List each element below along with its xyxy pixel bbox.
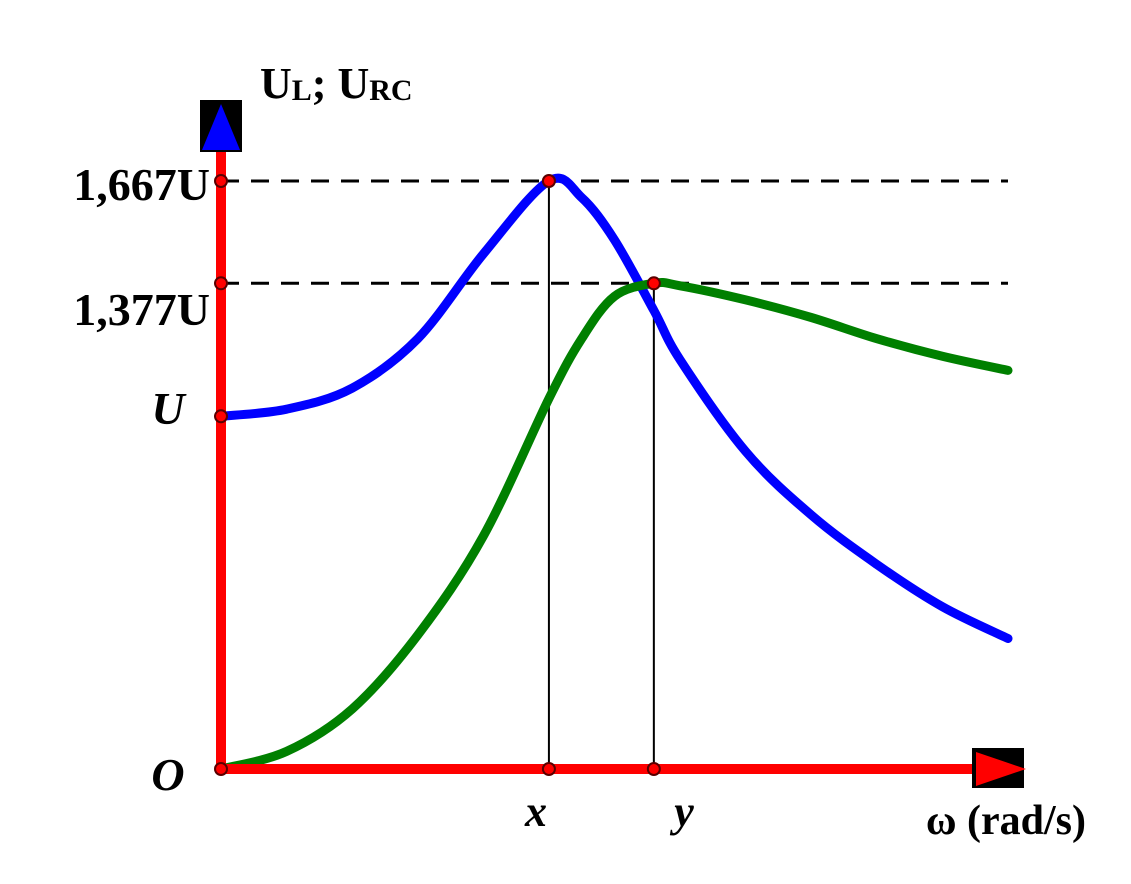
x-tick-marker-2 (646, 762, 661, 776)
y-tick-label-peak-green: 1,377U (73, 284, 210, 335)
x-tick-label-y: y (669, 787, 694, 836)
series-layer (216, 173, 1013, 774)
drop-lines (547, 181, 655, 769)
x-tick-marker-1 (541, 762, 556, 776)
y-axis-label: UL; URC (260, 59, 413, 108)
y-tick-label-peak-blue: 1,667U (73, 159, 210, 210)
origin-marker (214, 762, 228, 776)
y-tick-label-u: U (151, 383, 187, 434)
series-line-blue (216, 173, 1013, 643)
origin-label: O (151, 749, 184, 800)
x-axis-label: ω (rad/s) (926, 798, 1086, 844)
reference-lines (221, 179, 1008, 285)
peak-marker-2 (646, 276, 661, 291)
y-tick-marker-3 (214, 409, 228, 424)
markers (214, 174, 661, 776)
peak-marker-1 (541, 174, 556, 188)
x-tick-label-x: x (524, 787, 547, 836)
y-tick-marker-2 (214, 276, 228, 291)
series-line-green (216, 278, 1013, 774)
y-axis-arrow-head (202, 104, 240, 150)
x-axis-arrow-head (976, 752, 1026, 786)
y-tick-marker-1 (214, 174, 228, 188)
